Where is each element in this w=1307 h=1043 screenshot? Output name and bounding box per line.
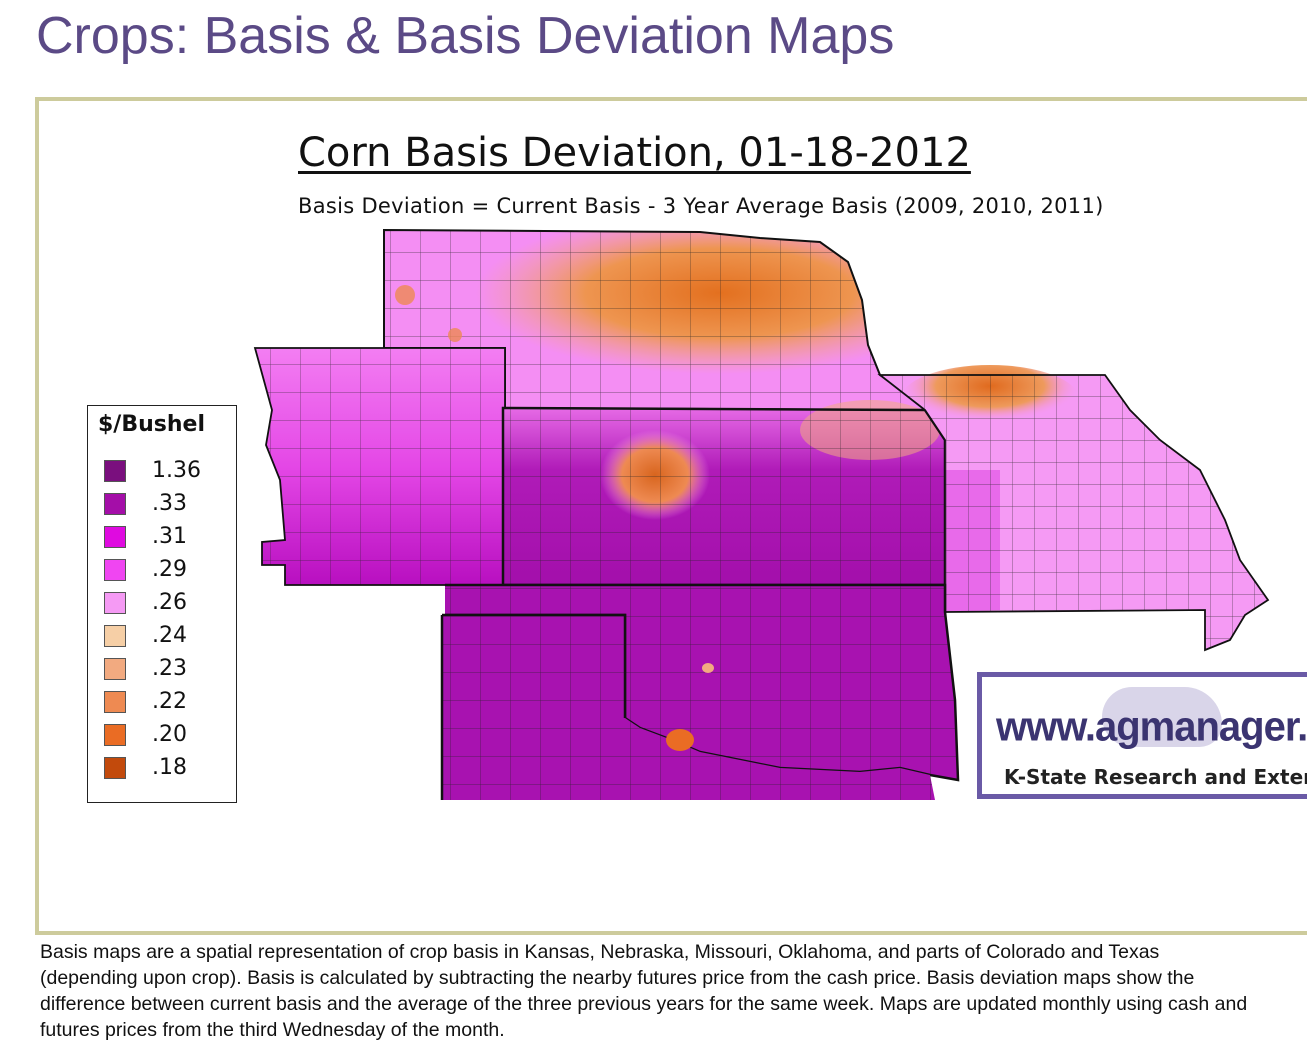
kansas-region: [501, 400, 947, 587]
legend-swatch: [104, 559, 126, 581]
legend-item: .18: [104, 755, 224, 781]
agmanager-badge[interactable]: www.agmanager.info K-State Research and …: [977, 672, 1307, 799]
legend-title: $/Bushel: [98, 412, 205, 437]
legend-item: 1.36: [104, 458, 224, 484]
legend-value: .26: [152, 590, 187, 615]
legend-swatch: [104, 526, 126, 548]
caption-line: difference between current basis and the…: [40, 993, 1248, 1015]
legend-swatch: [104, 460, 126, 482]
legend-swatch: [104, 691, 126, 713]
legend-value: .29: [152, 557, 187, 582]
legend: $/Bushel 1.36 .33 .31 .29 .26 .24 .23 .22 .20 .18: [87, 405, 237, 803]
colorado-region: [253, 347, 506, 586]
legend-item: .33: [104, 491, 224, 517]
legend-swatch: [104, 658, 126, 680]
legend-value: 1.36: [152, 458, 201, 483]
page-title: Crops: Basis & Basis Deviation Maps: [36, 7, 895, 65]
legend-value: .18: [152, 755, 187, 780]
legend-swatch: [104, 592, 126, 614]
map-subtitle: Basis Deviation = Current Basis - 3 Year…: [298, 194, 1104, 218]
legend-swatch: [104, 625, 126, 647]
legend-value: .22: [152, 689, 187, 714]
caption-line: Basis maps are a spatial representation …: [40, 941, 1160, 963]
legend-swatch: [104, 724, 126, 746]
map-title: Corn Basis Deviation, 01-18-2012: [298, 130, 971, 176]
legend-value: .20: [152, 722, 187, 747]
missouri-region: [877, 365, 1270, 652]
legend-value: .31: [152, 524, 187, 549]
legend-item: .23: [104, 656, 224, 682]
kansas-silhouette-icon: [1102, 687, 1222, 747]
legend-swatch: [104, 757, 126, 779]
caption-line: (depending upon crop). Basis is calculat…: [40, 967, 1195, 989]
legend-value: .33: [152, 491, 187, 516]
texas-panhandle-region: [440, 613, 935, 800]
badge-org: K-State Research and Extension: [1004, 765, 1307, 789]
badge-url[interactable]: www.agmanager.info: [996, 703, 1307, 751]
caption-line: futures prices from the third Wednesday …: [40, 1019, 505, 1041]
legend-item: .24: [104, 623, 224, 649]
legend-value: .23: [152, 656, 187, 681]
legend-item: .26: [104, 590, 224, 616]
nebraska-region: [383, 228, 928, 412]
legend-item: .29: [104, 557, 224, 583]
caption: Basis maps are a spatial representation …: [40, 939, 1307, 1043]
legend-item: .22: [104, 689, 224, 715]
legend-item: .31: [104, 524, 224, 550]
legend-value: .24: [152, 623, 187, 648]
legend-swatch: [104, 493, 126, 515]
legend-item: .20: [104, 722, 224, 748]
